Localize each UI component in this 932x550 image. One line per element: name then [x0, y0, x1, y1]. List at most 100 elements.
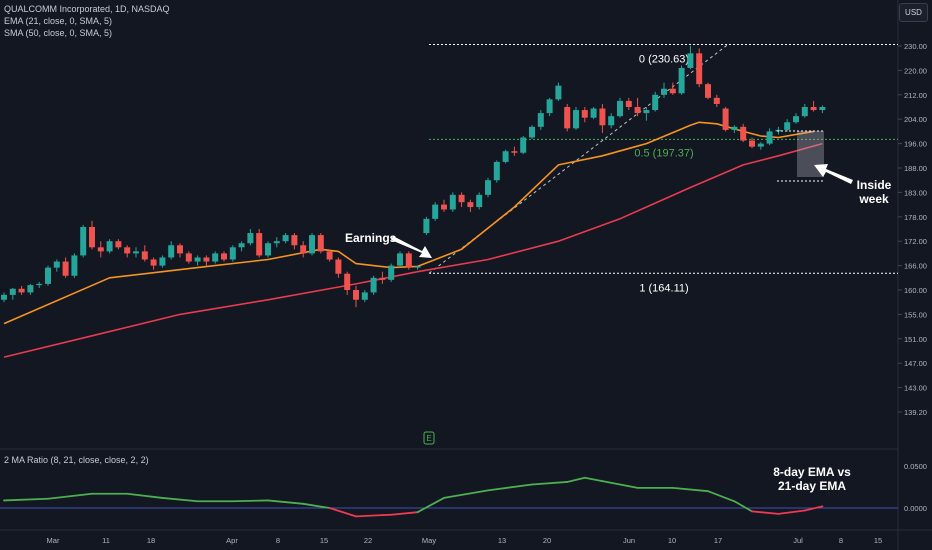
- time-tick-label: 17: [714, 536, 722, 545]
- annotations: Earnings Inside week 8-day EMA vs 21-day…: [345, 130, 892, 493]
- ema-legend[interactable]: EMA (21, close, 0, SMA, 5): [4, 16, 113, 26]
- candle-body: [705, 84, 711, 98]
- candle-body: [344, 273, 351, 290]
- candle-body: [265, 243, 271, 256]
- price-tick-label: 230.00: [904, 42, 927, 51]
- candle-body: [326, 251, 333, 260]
- price-tick-label: 212.00: [904, 91, 927, 100]
- ratio-segment: [777, 509, 806, 515]
- candle-body: [18, 288, 25, 293]
- inside-week-label-line2: week: [858, 192, 889, 206]
- candle-body: [247, 233, 254, 244]
- price-tick-label: 172.00: [904, 237, 927, 246]
- candle-body: [722, 108, 729, 130]
- earnings-marker-icon[interactable]: [423, 431, 435, 445]
- price-tick-label: 147.00: [904, 359, 927, 368]
- candle-body: [617, 100, 623, 117]
- candle-body: [53, 261, 60, 268]
- candle-body: [687, 53, 694, 68]
- candle-body: [696, 53, 703, 85]
- time-tick-label: Mar: [47, 536, 60, 545]
- sma50-line: [3, 142, 823, 358]
- candle-body: [485, 180, 491, 195]
- time-tick-label: 13: [498, 536, 506, 545]
- ratio-segment: [161, 497, 199, 503]
- ratio-segment: [328, 507, 357, 518]
- candle-body: [643, 110, 650, 114]
- candle-body: [634, 107, 641, 114]
- candle-body: [740, 126, 747, 141]
- sma-legend[interactable]: SMA (50, close, 0, SMA, 5): [4, 28, 113, 38]
- fib-level-05-label: 0.5 (197.37): [634, 147, 693, 159]
- candle-body: [106, 241, 113, 252]
- candle-body: [529, 126, 535, 138]
- price-tick-label: 204.00: [904, 115, 927, 124]
- ratio-segment: [267, 499, 305, 505]
- time-tick-label: 11: [102, 536, 110, 545]
- ratio-segment: [751, 510, 780, 515]
- ratio-segment: [601, 480, 639, 489]
- price-tick-label: 139.20: [904, 408, 927, 417]
- candle-body: [625, 100, 632, 107]
- candle-body: [441, 204, 447, 210]
- candle-body: [229, 247, 236, 260]
- candle-body: [80, 226, 87, 256]
- ratio-segment: [566, 476, 586, 483]
- symbol-legend[interactable]: QUALCOMM Incorporated, 1D, NASDAQ: [4, 4, 170, 14]
- ratio-segment: [707, 490, 736, 503]
- ratio-segment: [390, 511, 419, 516]
- candle-body: [203, 257, 210, 262]
- candle-body: [432, 204, 439, 219]
- ratio-segment: [487, 483, 533, 492]
- candle-body: [793, 116, 799, 123]
- moving-averages: [3, 121, 823, 358]
- candle-body: [36, 283, 43, 286]
- time-tick-label: Jun: [623, 536, 635, 545]
- candle-body: [97, 247, 104, 252]
- ratio-segment: [671, 486, 709, 493]
- candle-body: [221, 253, 227, 260]
- candle-body: [212, 253, 219, 262]
- candle-body: [168, 245, 175, 258]
- time-tick-label: 15: [874, 536, 882, 545]
- ratio-segment: [733, 500, 753, 513]
- ma-ratio-panel: 0.0500 0.0000: [0, 462, 927, 518]
- ratio-segment: [126, 492, 164, 499]
- candle-body: [713, 97, 720, 104]
- ratio-segment: [583, 476, 604, 483]
- ratio-segment: [803, 505, 824, 512]
- candle-body: [555, 85, 562, 100]
- candle-body: [361, 292, 368, 300]
- candle-body: [405, 253, 412, 268]
- candle-body: [599, 108, 606, 126]
- ratio-segment: [416, 497, 445, 514]
- candle-body: [449, 194, 456, 210]
- time-tick-label: Jul: [793, 536, 803, 545]
- price-tick-label: 188.00: [904, 164, 927, 173]
- currency-button[interactable]: USD: [899, 3, 928, 22]
- candle-body: [669, 88, 676, 94]
- ratio-segment: [443, 489, 489, 499]
- ratio-legend[interactable]: 2 MA Ratio (8, 21, close, close, 2, 2): [4, 455, 149, 465]
- candle-body: [133, 251, 139, 254]
- candle-body: [370, 277, 377, 293]
- candle-body: [291, 235, 298, 246]
- candle-body: [177, 245, 183, 254]
- candle-body: [1, 294, 7, 300]
- candle-body: [757, 143, 764, 147]
- ema21-line: [3, 121, 814, 325]
- earnings-arrow-icon: [391, 236, 432, 258]
- candle-body: [335, 259, 342, 274]
- candle-body: [115, 241, 122, 248]
- candle-body: [810, 107, 817, 111]
- time-tick-label: 22: [364, 536, 372, 545]
- ratio-segment: [302, 502, 331, 509]
- price-tick-label: 160.00: [904, 286, 927, 295]
- candle-body: [45, 267, 51, 284]
- ratio-segment: [47, 492, 93, 500]
- candle-body: [678, 67, 685, 94]
- price-tick-label: 183.00: [904, 188, 927, 197]
- time-tick-label: 8: [276, 536, 280, 545]
- price-tick-label: 166.00: [904, 262, 927, 271]
